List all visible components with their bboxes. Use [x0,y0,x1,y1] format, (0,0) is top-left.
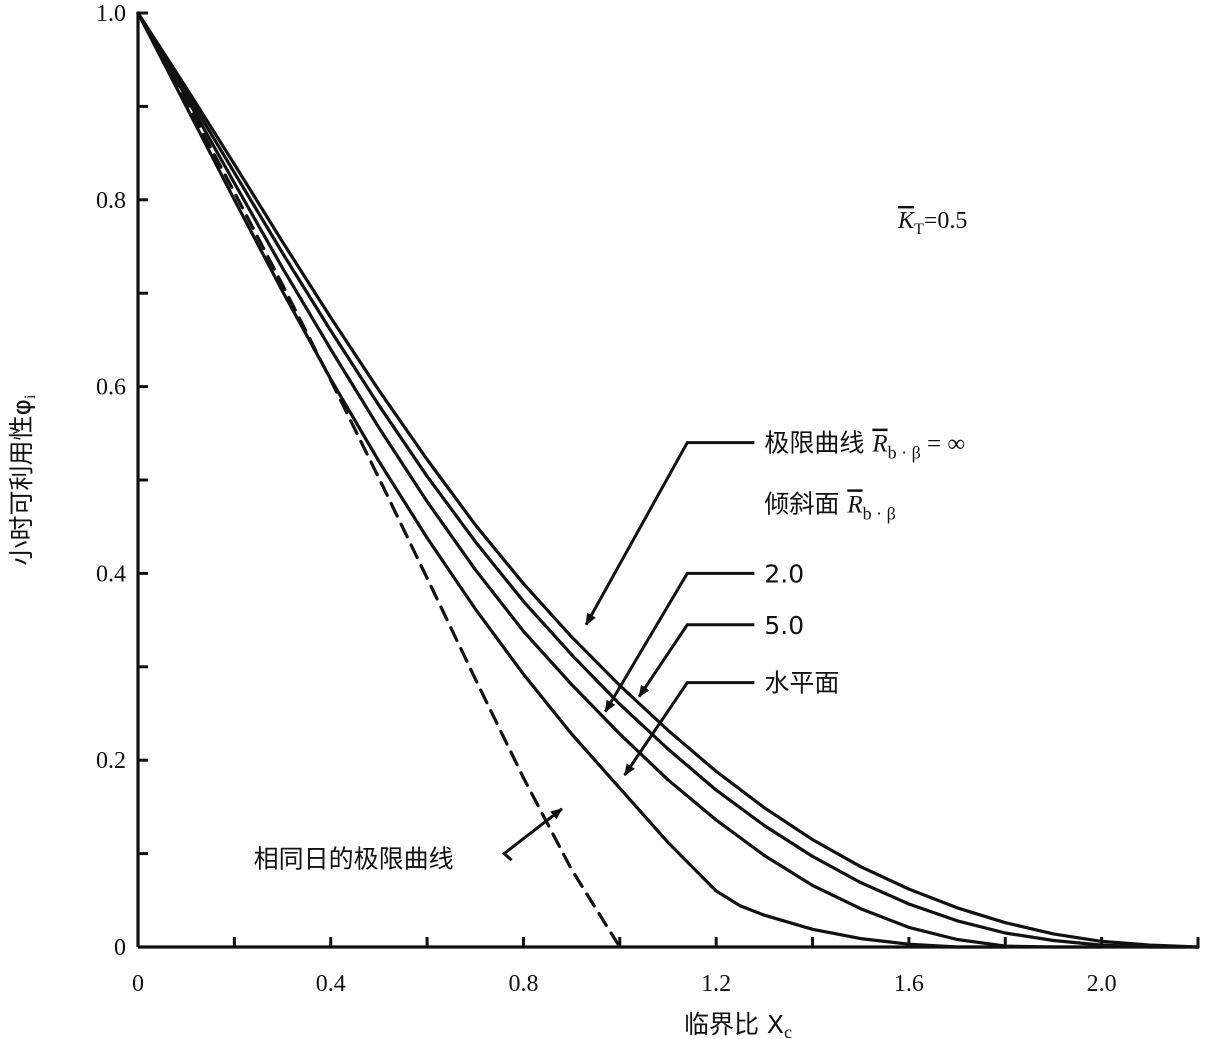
y-axis-title: 小时可利用性φi [7,394,39,566]
kt-label-symbol: K [897,208,916,234]
r-suffix: = ∞ [921,431,965,458]
y-tick-label: 0.8 [96,188,126,214]
x-tick-label: 2.0 [1087,971,1117,997]
r-symbol: R [871,431,887,458]
annotation-space [864,429,872,458]
y-tick-label: 1.0 [96,1,126,27]
leader-arrow-limit-inf [584,441,755,626]
r-subscript: b · β [863,503,896,523]
leader-arrow-same-day [501,807,563,862]
x-tick-label: 1.6 [894,971,924,997]
x-axis-title: 临界比 Xc [684,1010,792,1039]
annotation-text-horizontal: 水平面 [764,669,839,698]
annotation-text-tilted-heading: 倾斜面 [764,489,839,518]
series-layer [136,11,1200,949]
x-tick-label: 0.4 [316,971,346,997]
series-line-tilt-5 [136,11,1104,949]
annotation-label-same-day: 相同日的极限曲线 [254,844,454,873]
x-axis-title-text: 临界比 X [684,1010,784,1039]
annotation-label-tilt-2: 2.0 [764,559,804,588]
y-tick-label: 0.2 [96,748,126,774]
series-line-tilt-2 [136,11,1200,949]
r-subscript: b · β [888,443,921,463]
y-tick-label: 0.6 [96,375,126,401]
y-axis-title-text: 小时可利用性φ [7,399,36,566]
series-line-horizontal [136,11,1007,949]
annotation-label-limit-inf: 极限曲线 Rb · β = ∞ [764,429,965,463]
annotation-label-horizontal: 水平面 [764,669,839,698]
x-tick-label: 0 [132,971,144,997]
x-tick-label: 0.8 [508,971,538,997]
series-line-same-day [136,11,622,949]
kt-label-subscript: T [914,221,924,238]
annotation-space [839,489,847,518]
annotation-label-tilt-5: 5.0 [764,611,804,640]
x-tick-label: 1.2 [701,971,731,997]
y-tick-label: 0 [114,935,126,961]
kt-label: KT=0.5 [897,208,967,238]
leader-arrow-tilt-2 [604,571,755,713]
r-symbol: R [846,491,862,518]
annotation-text-tilt-5: 5.0 [764,611,804,640]
annotation-layer [501,441,755,862]
annotation-text-tilt-2: 2.0 [764,559,804,588]
x-axis-title-subscript: c [784,1022,792,1039]
y-tick-label: 0.4 [96,561,126,587]
series-line-limit-inf [136,11,1200,949]
y-axis-title-subscript: i [22,394,39,399]
label-layer: 0 0.4 0.8 1.2 1.6 2.0 0 0.2 0.4 0.6 0.8 1.0 临界比 Xc 小时… [7,1,1117,1039]
kt-label-value: =0.5 [924,208,968,234]
annotation-text-limit-inf: 极限曲线 [764,429,864,458]
annotation-label-tilted-heading: 倾斜面 Rb · β [764,489,895,523]
leader-arrow-tilt-5 [637,623,755,698]
annotation-text-same-day: 相同日的极限曲线 [254,844,454,873]
leader-arrow-horizontal [623,681,755,776]
